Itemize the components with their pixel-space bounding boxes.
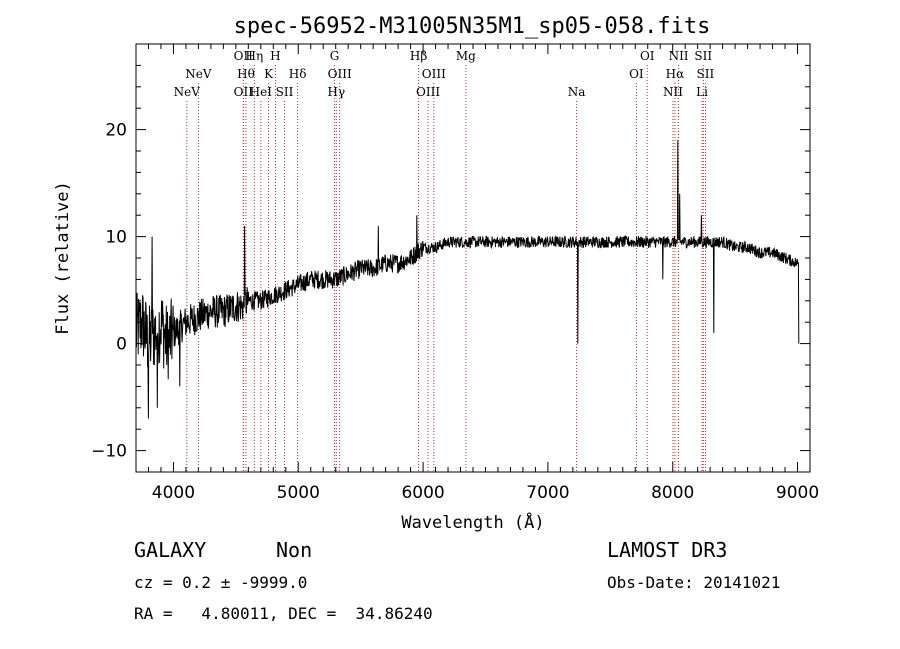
emission-line-label: NII (669, 49, 689, 63)
y-tick-label: 0 (116, 335, 127, 355)
x-axis-label: Wavelength (Å) (401, 511, 544, 533)
emission-line-label: G (330, 49, 340, 63)
emission-line-label: Na (568, 85, 586, 99)
object-subclass: Non (276, 538, 313, 562)
emission-line-label: H (270, 49, 280, 63)
axis-ticks: 4000 5000 6000 7000 8000 9000 −10 0 10 20 (91, 43, 819, 503)
emission-line-labels: NeV NeV OII OII Hθ Hη HeI KH SII Hδ G OIII Hγ Hβ OIII O… (174, 49, 715, 99)
x-tick-label: 7000 (526, 483, 569, 503)
emission-line-label: Li (696, 85, 708, 99)
emission-line-label: Hδ (289, 67, 307, 81)
survey-name: LAMOST DR3 (607, 538, 728, 562)
emission-line-label: Hα (666, 67, 685, 81)
emission-line-label: NeV (185, 67, 212, 81)
emission-line-markers (186, 65, 706, 472)
observation-date: Obs-Date: 20141021 (607, 573, 781, 592)
emission-line-label: SII (694, 49, 712, 63)
emission-line-label: Hη (245, 49, 263, 63)
emission-line-label: Hθ (237, 67, 255, 81)
x-tick-label: 5000 (277, 483, 320, 503)
emission-line-label: OIII (416, 85, 440, 99)
y-tick-label: 10 (105, 228, 127, 248)
emission-line-label: OI (640, 49, 655, 63)
x-tick-label: 4000 (152, 483, 195, 503)
emission-line-label: Mg (456, 49, 476, 63)
x-tick-label: 6000 (401, 483, 444, 503)
emission-line-label: HeI (250, 85, 273, 99)
object-class: GALAXY (134, 538, 207, 562)
x-tick-label: 9000 (776, 483, 819, 503)
emission-line-label: SII (276, 85, 294, 99)
y-tick-label: 20 (105, 121, 127, 141)
emission-line-label: NeV (174, 85, 201, 99)
x-tick-label: 8000 (651, 483, 694, 503)
emission-line-label: K (264, 67, 274, 81)
emission-line-label: Hγ (328, 85, 346, 99)
coordinates-readout: RA = 4.80011, DEC = 34.86240 (134, 604, 433, 623)
emission-line-label: SII (697, 67, 715, 81)
emission-line-label: NII (663, 85, 683, 99)
emission-line-label: OII (234, 85, 254, 99)
emission-line-label: Hβ (410, 49, 427, 63)
spectrum-line (135, 140, 800, 419)
emission-line-label: OI (629, 67, 644, 81)
spectrum-series (135, 140, 800, 419)
y-axis-label: Flux (relative) (53, 181, 73, 335)
emission-line-label: OII (234, 49, 254, 63)
redshift-readout: cz = 0.2 ± -9999.0 (134, 573, 308, 592)
emission-line-label: OIII (328, 67, 352, 81)
chart-title: spec-56952-M31005N35M1_sp05-058.fits (234, 14, 711, 39)
y-tick-label: −10 (91, 442, 127, 462)
plot-frame (135, 43, 811, 473)
emission-line-label: OIII (422, 67, 446, 81)
